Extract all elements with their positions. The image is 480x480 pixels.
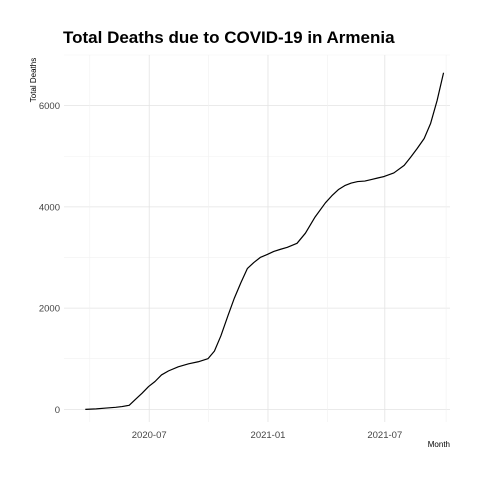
total-deaths-line <box>85 72 445 410</box>
y-tick-label: 2000 <box>39 304 60 315</box>
x-axis-label: Month <box>428 440 450 449</box>
y-axis-label: Total Deaths <box>29 58 38 102</box>
x-tick-label: 2021-01 <box>251 430 286 441</box>
y-tick-label: 6000 <box>39 101 60 112</box>
x-tick-labels: 2020-07 2021-01 2021-07 <box>132 430 402 441</box>
y-tick-labels: 0 2000 4000 6000 <box>39 101 60 416</box>
y-tick-label: 0 <box>55 405 60 416</box>
grid <box>64 54 450 422</box>
x-tick-label: 2020-07 <box>132 430 167 441</box>
chart-title: Total Deaths due to COVID-19 in Armenia <box>63 28 395 47</box>
x-tick-label: 2021-07 <box>367 430 402 441</box>
y-tick-label: 4000 <box>39 202 60 213</box>
